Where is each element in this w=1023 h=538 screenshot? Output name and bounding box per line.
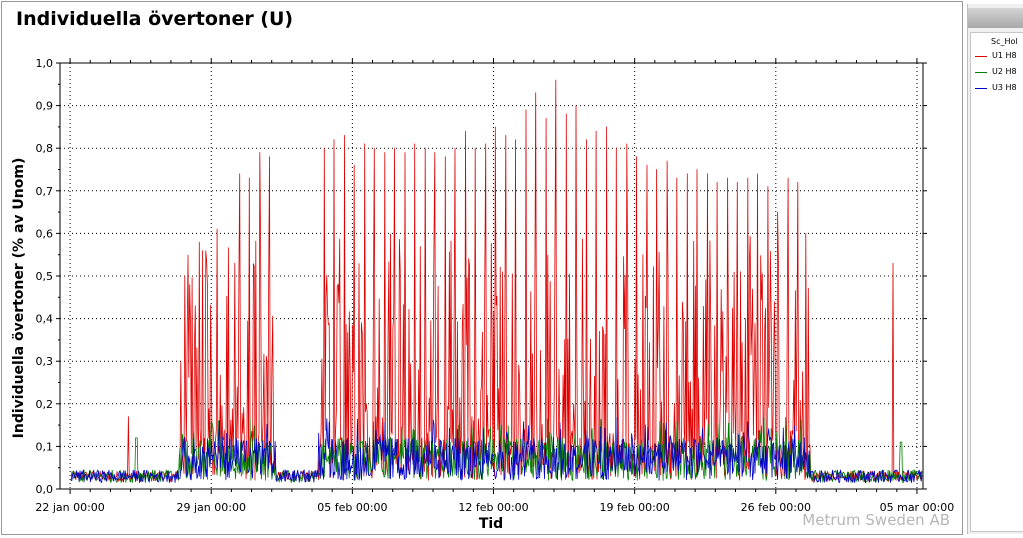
x-tick-label: 26 feb 00:00 [741, 501, 811, 514]
x-tick-label: 29 jan 00:00 [176, 501, 245, 514]
data-series [70, 79, 923, 483]
y-tick-label: 0,2 [36, 398, 54, 411]
legend-label-u1: U1 H8 [992, 51, 1017, 60]
x-tick-label: 22 jan 00:00 [35, 501, 104, 514]
y-tick-label: 0,4 [36, 313, 54, 326]
y-tick-label: 0,1 [36, 440, 54, 453]
legend: Sc_Hol U1 H8 U2 H8 U3 H8 [970, 32, 1023, 532]
y-tick-label: 0,8 [36, 142, 54, 155]
x-tick-label: 12 feb 00:00 [458, 501, 528, 514]
y-tick-label: 0,9 [36, 100, 54, 113]
legend-label-u2: U2 H8 [992, 67, 1017, 76]
grid-lines [60, 63, 923, 489]
plot-frame [59, 62, 924, 490]
y-axis-label: Individuella övertoner (% av Unom) [11, 157, 27, 439]
x-tick-labels: 22 jan 00:00 29 jan 00:00 05 feb 00:00 12 f… [35, 501, 954, 514]
x-tick-label: 05 feb 00:00 [317, 501, 387, 514]
x-tick-label: 05 mar 00:00 [880, 501, 955, 514]
watermark: Metrum Sweden AB [802, 511, 950, 529]
y-tick-label: 0,3 [36, 355, 54, 368]
series-line-u3-h8 [71, 417, 923, 483]
legend-swatch-u1 [975, 56, 987, 57]
y-tick-label: 0,0 [36, 483, 54, 496]
axes [56, 58, 927, 494]
legend-swatch-u2 [975, 72, 987, 73]
x-axis-label: Tid [478, 516, 504, 532]
legend-title: Sc_Hol [991, 37, 1018, 46]
y-tick-label: 0,6 [36, 227, 54, 240]
y-tick-labels: 0,0 0,1 0,2 0,3 0,4 0,5 0,6 0,7 0,8 0,9 1,0 [36, 57, 54, 496]
chart-title: Individuella övertoner (U) [16, 8, 294, 30]
chart-panel: Individuella övertoner (U) 0,0 0,1 0,2 0,3 0… [1, 1, 963, 535]
legend-panel: Sc_Hol U1 H8 U2 H8 U3 H8 [967, 4, 1023, 534]
plot-area: 0,0 0,1 0,2 0,3 0,4 0,5 0,6 0,7 0,8 0,9 1,0 22 jan… [35, 57, 954, 514]
legend-swatch-u3 [975, 88, 987, 89]
x-tick-label: 19 feb 00:00 [599, 501, 669, 514]
y-tick-label: 0,5 [36, 270, 54, 283]
y-tick-label: 1,0 [36, 57, 54, 70]
series-line-u2-h8 [70, 416, 923, 483]
legend-label-u3: U3 H8 [992, 83, 1017, 92]
series-line-u1-h8 [70, 79, 923, 482]
legend-header [968, 8, 1023, 28]
y-tick-label: 0,7 [36, 185, 54, 198]
